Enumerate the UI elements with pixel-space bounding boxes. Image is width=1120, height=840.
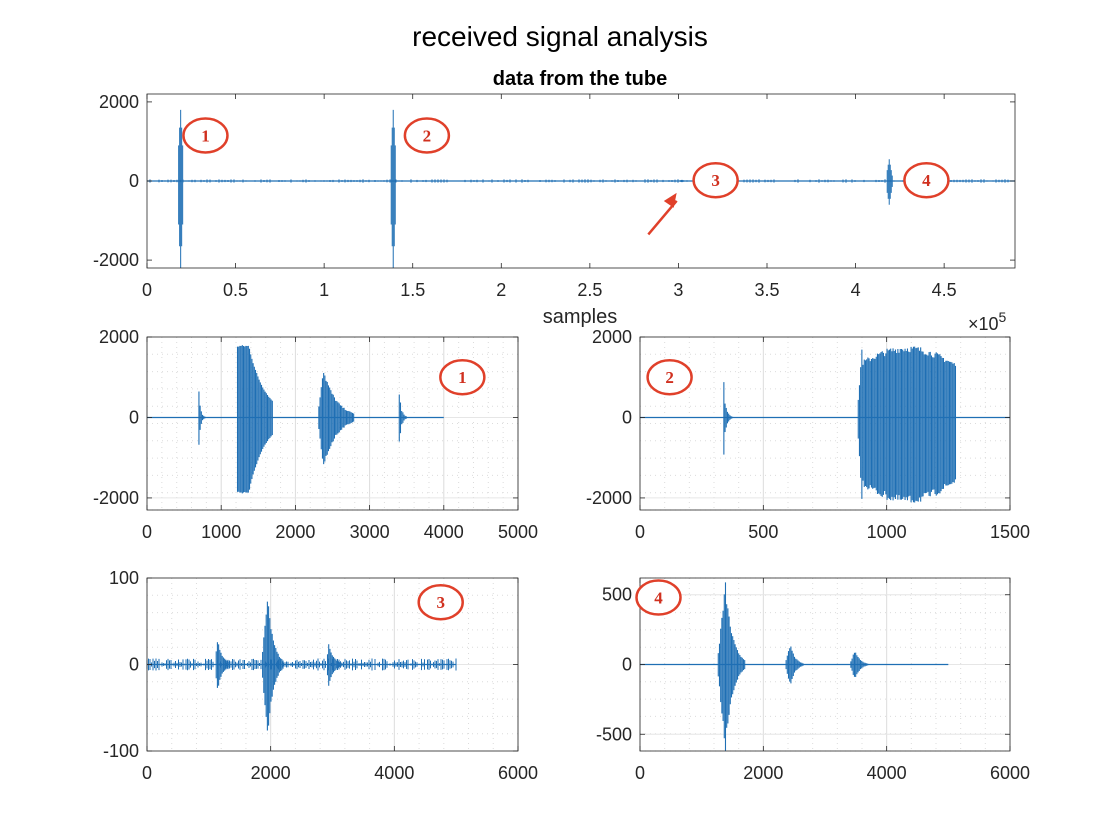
callout-label: 1 [201,127,210,146]
callout-4: 4 [903,161,950,199]
x-tick-label: 2000 [275,522,315,542]
x-tick-label: 0 [142,280,152,300]
top-panel-title: data from the tube [493,68,667,90]
x-tick-label: 4000 [867,763,907,783]
x-tick-label: 4000 [424,522,464,542]
callout-4: 4 [635,579,682,616]
x-exponent-label: ×105 [968,309,1007,334]
x-tick-label: 3.5 [754,280,779,300]
x-tick-label: 2 [496,280,506,300]
x-tick-label: 1 [319,280,329,300]
x-tick-label: 2000 [743,763,783,783]
x-tick-label: 0 [635,522,645,542]
y-tick-label: 2000 [99,92,139,112]
x-tick-label: 4000 [374,763,414,783]
callout-label: 2 [423,127,432,146]
callout-2: 2 [403,117,451,154]
figure-title: received signal analysis [412,21,708,52]
callout-3: 3 [417,583,464,621]
x-tick-label: 2.5 [577,280,602,300]
callout-ellipse [692,161,739,199]
callout-label: 4 [654,589,663,608]
callout-label: 2 [665,368,674,387]
x-tick-label: 0 [142,763,152,783]
x-tick-label: 0 [635,763,645,783]
callout-ellipse [403,117,451,154]
callout-ellipse [903,161,950,199]
y-tick-label: -2000 [93,488,139,508]
y-tick-label: 2000 [99,327,139,347]
callout-3: 3 [692,161,739,199]
y-tick-label: -500 [596,724,632,744]
x-tick-label: 0.5 [223,280,248,300]
signal-trace [639,346,1010,503]
x-tick-label: 1.5 [400,280,425,300]
x-tick-label: 1000 [867,522,907,542]
signal-trace [146,109,1015,268]
y-tick-label: -2000 [586,488,632,508]
top-panel: data from the tube samples ×105 0 0.5 1 1.5… [93,68,1016,334]
signal-trace [146,601,457,731]
callout-label: 3 [436,593,445,612]
top-panel-xlabel: samples [543,306,617,328]
callout-label: 4 [922,171,931,190]
callout-1: 1 [182,117,229,154]
callout-ellipse [646,358,693,396]
x-tick-label: 6000 [990,763,1030,783]
x-tick-label: 1500 [990,522,1030,542]
signal-trace [639,582,949,751]
axes-box [146,336,519,511]
x-tick-label: 500 [748,522,778,542]
y-tick-label: 0 [622,407,632,427]
callout-label: 1 [458,368,467,387]
y-tick-label: 0 [129,171,139,191]
y-tick-label: 0 [129,407,139,427]
y-tick-label: 0 [129,655,139,675]
arrow-head [663,192,677,208]
callout-ellipse [417,583,464,621]
callout-ellipse [439,358,486,396]
callout-1: 1 [439,358,486,396]
callout-ellipse [182,117,229,154]
y-tick-label: 100 [109,568,139,588]
x-tick-label: 4 [851,280,861,300]
callout-2: 2 [646,358,693,396]
x-tick-label: 0 [142,522,152,542]
y-tick-label: 500 [602,585,632,605]
y-tick-label: 0 [622,655,632,675]
callout-ellipse [635,579,682,616]
y-tick-label: -100 [103,741,139,761]
y-tick-label: 2000 [592,327,632,347]
x-tick-label: 3000 [350,522,390,542]
x-tick-label: 6000 [498,763,538,783]
y-tick-label: -2000 [93,250,139,270]
x-tick-label: 3 [673,280,683,300]
callout-label: 3 [711,171,720,190]
x-tick-label: 1000 [201,522,241,542]
signal-trace [146,345,444,494]
axes-box [639,336,1011,511]
x-tick-label: 5000 [498,522,538,542]
x-tick-label: 2000 [251,763,291,783]
x-tick-label: 4.5 [932,280,957,300]
